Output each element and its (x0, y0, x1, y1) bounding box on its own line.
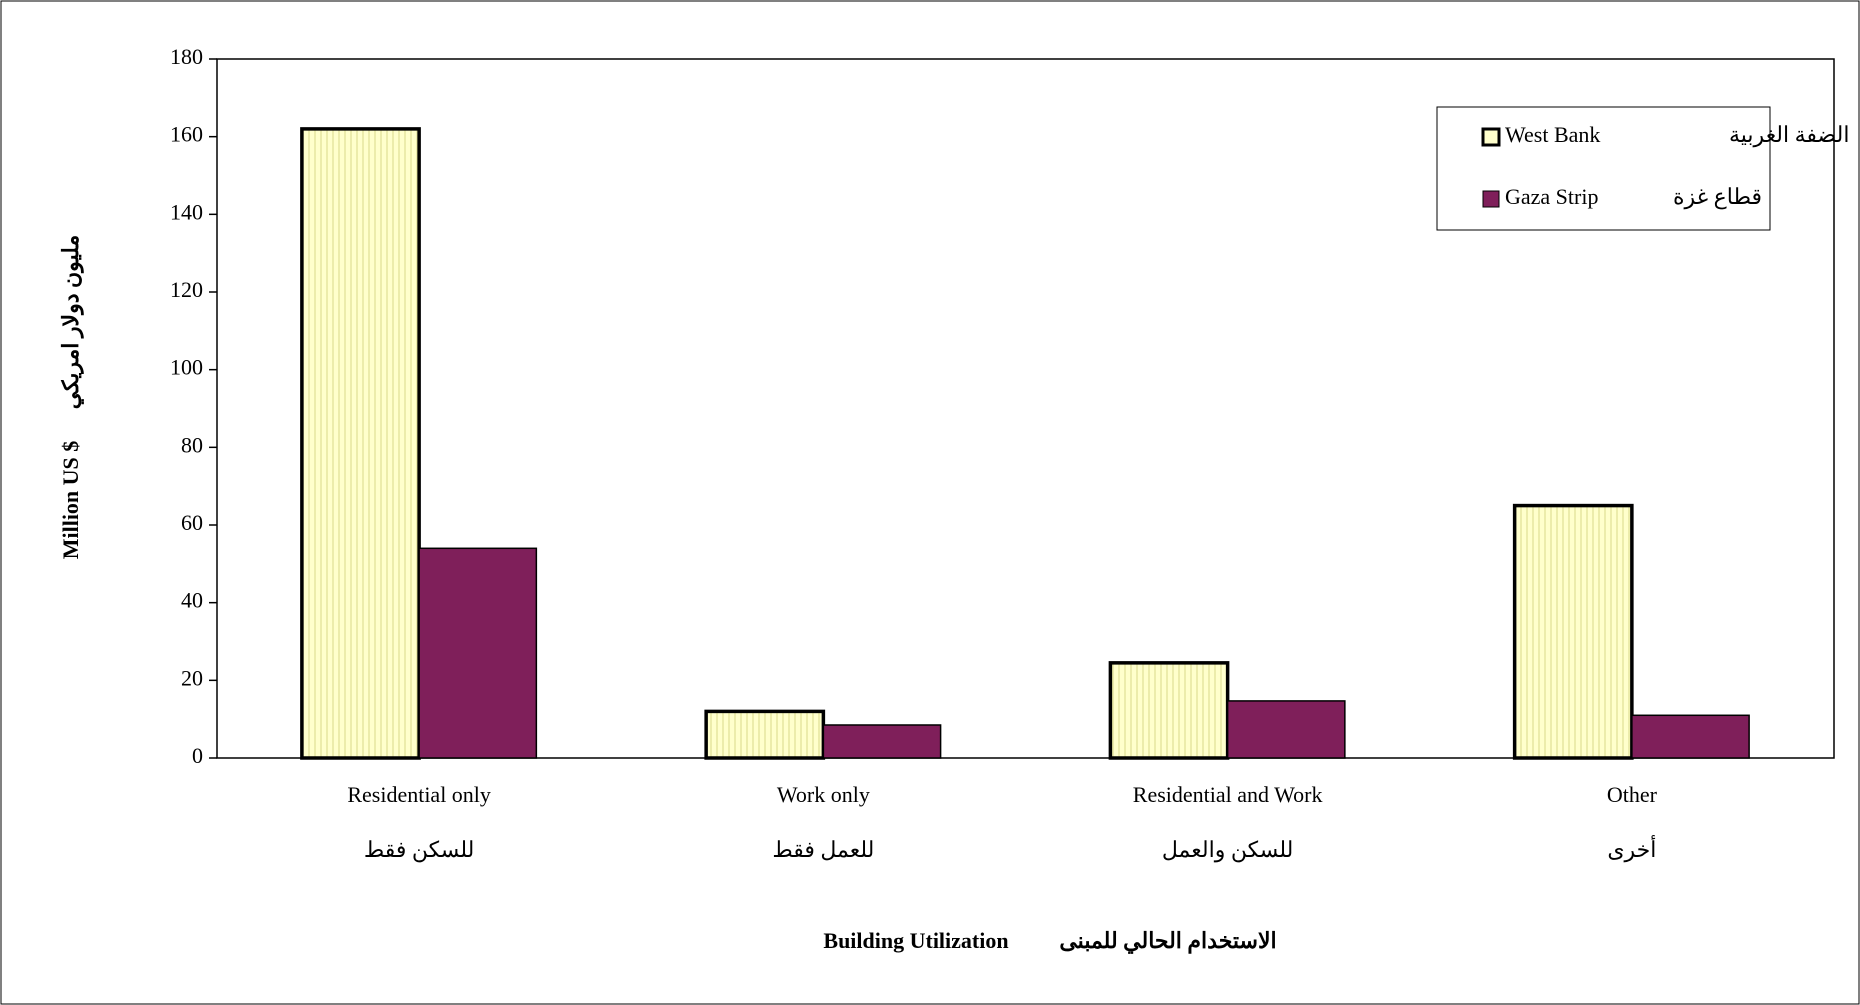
y-tick-label: 20 (181, 665, 203, 690)
legend-label: Gaza Strip (1505, 184, 1598, 209)
y-tick-label: 40 (181, 588, 203, 613)
x-tick-label-ar: للسكن فقط (364, 837, 475, 863)
x-axis-label-ar: الاستخدام الحالي للمبنى (1059, 928, 1276, 954)
y-axis-label-ar: مليون دولار امريكي (58, 235, 84, 409)
x-tick-label: Work only (777, 782, 870, 807)
legend-marker (1482, 190, 1500, 208)
legend-label-ar: قطاع غزة (1673, 184, 1762, 210)
legend-box (1436, 106, 1771, 231)
y-axis-label: Million US $ (58, 441, 83, 560)
bar (1512, 503, 1634, 760)
x-tick-label: Other (1607, 782, 1658, 807)
bar (1108, 661, 1230, 760)
y-tick-label: 60 (181, 510, 203, 535)
x-axis-label: Building Utilization (823, 928, 1008, 953)
bar (704, 709, 826, 760)
plot-area (216, 58, 1835, 759)
y-tick-label: 180 (170, 44, 203, 69)
x-tick-label-ar: أخرى (1607, 834, 1656, 863)
y-tick-label: 160 (170, 122, 203, 147)
x-tick-label-ar: للعمل فقط (772, 837, 874, 862)
y-tick-label: 140 (170, 199, 203, 224)
x-tick-label-ar: للسكن والعمل (1162, 837, 1293, 863)
y-tick-label: 100 (170, 355, 203, 380)
bar (418, 547, 538, 759)
bar (1226, 700, 1346, 759)
bar (300, 127, 421, 760)
y-tick-label: 120 (170, 277, 203, 302)
legend-label-ar: الضفة الغربية (1729, 122, 1849, 148)
y-tick-label: 80 (181, 432, 203, 457)
x-tick-label: Residential only (347, 782, 491, 807)
y-tick-label: 0 (192, 743, 203, 768)
bar (1631, 714, 1750, 759)
bar (822, 724, 942, 759)
legend-marker (1481, 127, 1501, 147)
legend-label: West Bank (1505, 122, 1600, 147)
x-tick-label: Residential and Work (1133, 782, 1323, 807)
